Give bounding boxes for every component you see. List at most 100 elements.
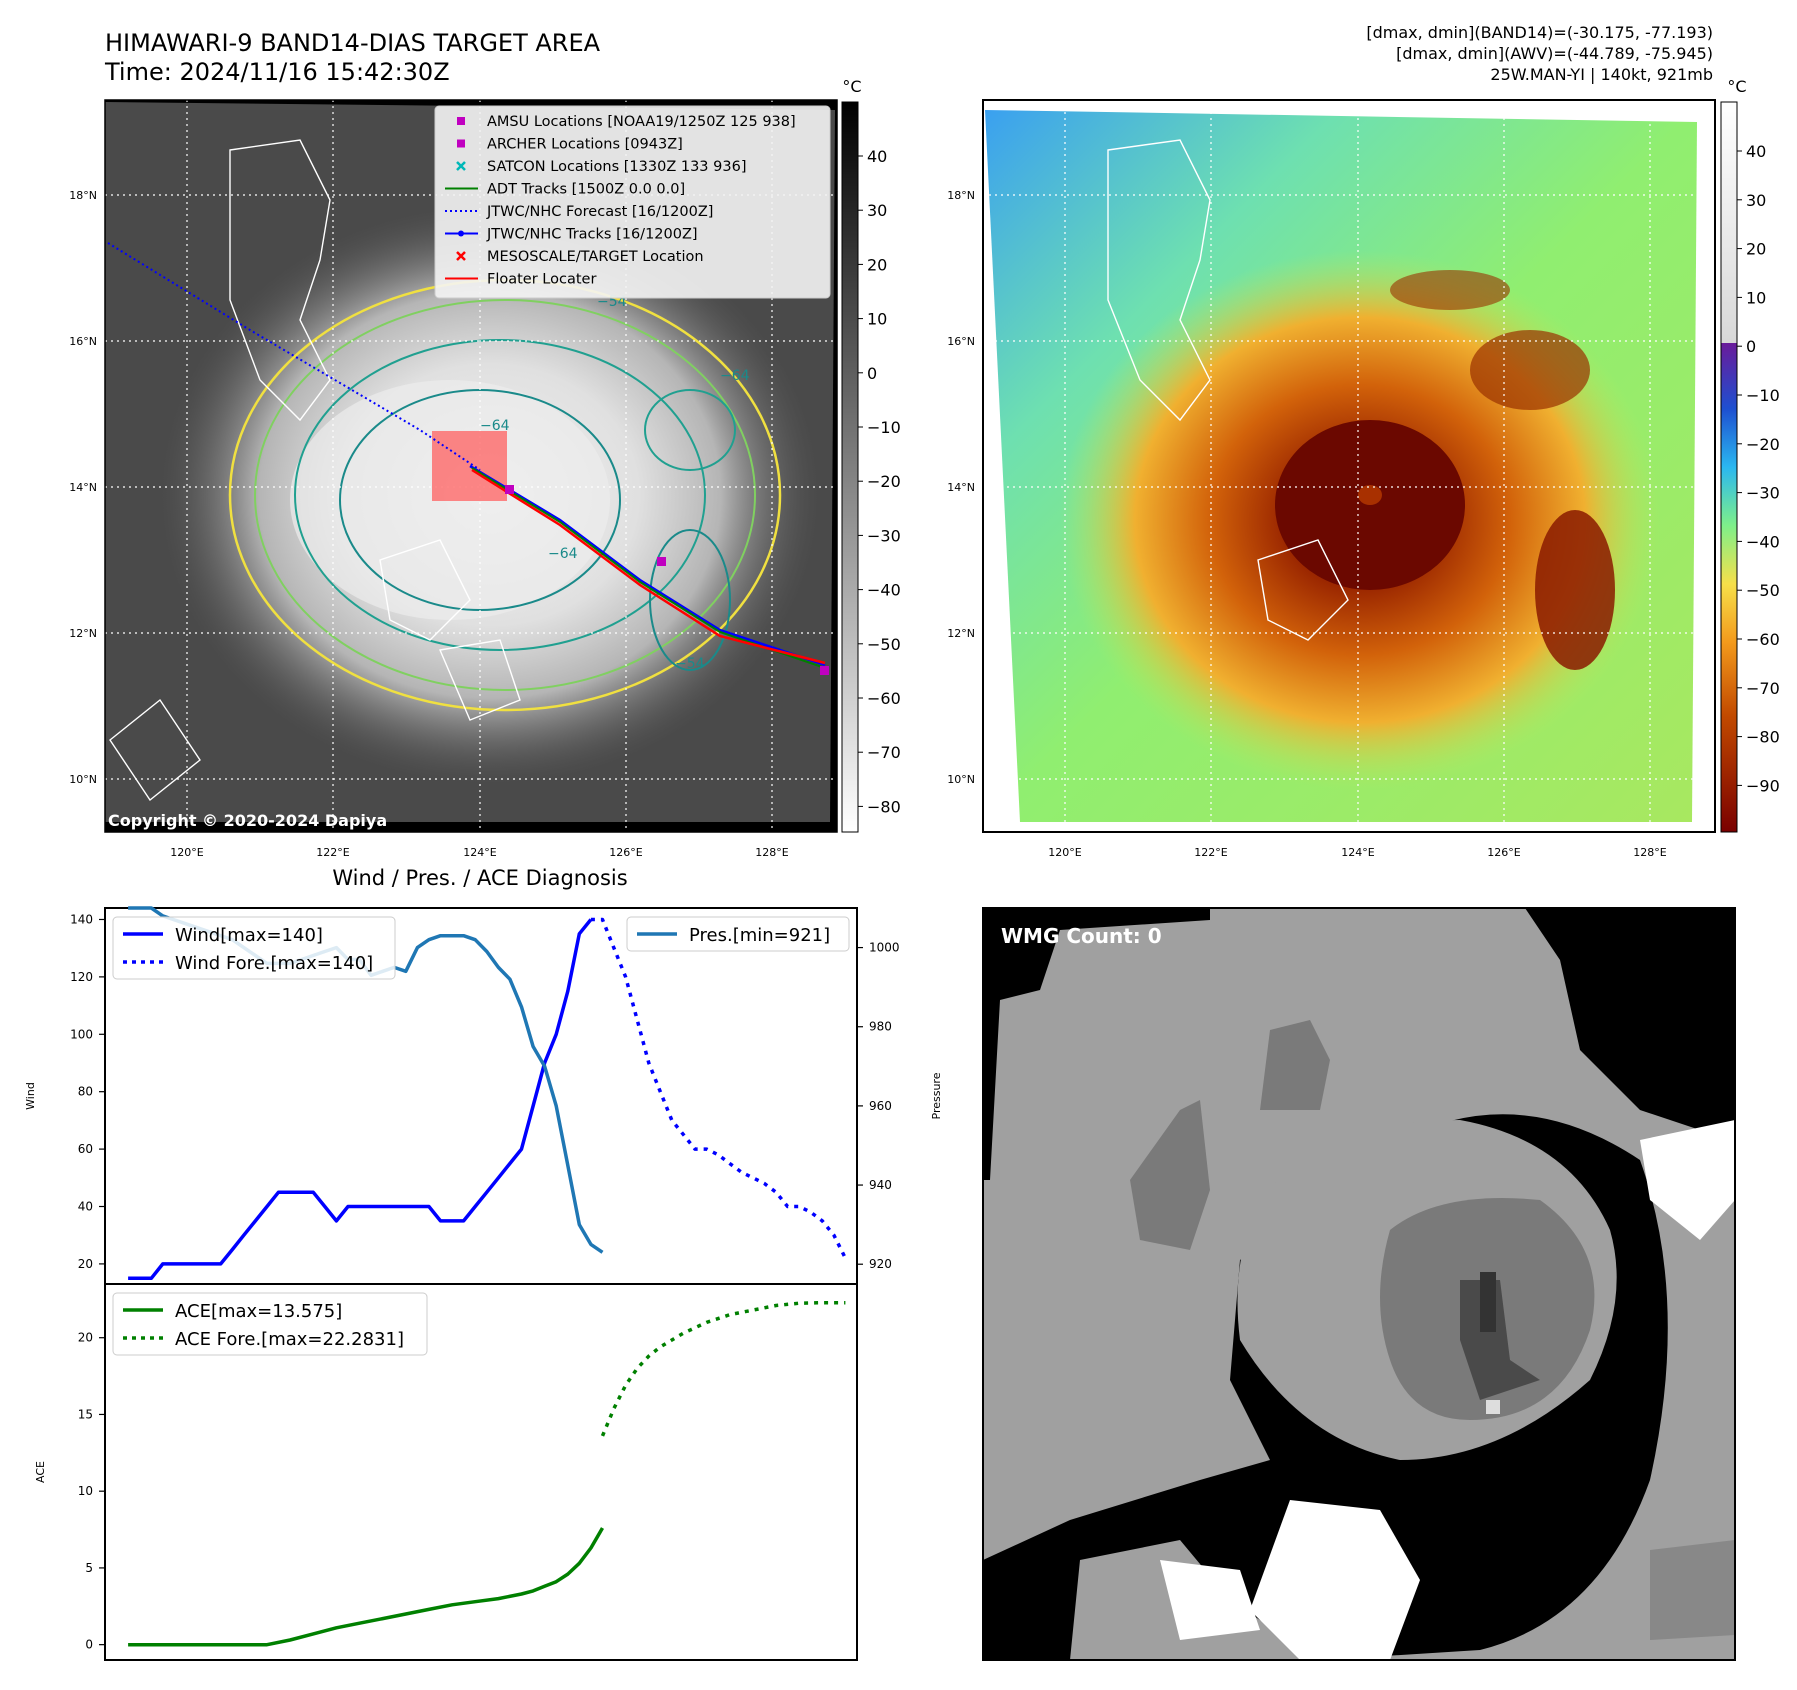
ir-colorbar-ramp [841, 101, 859, 833]
legend-marker [458, 230, 464, 237]
figure-title: HIMAWARI-9 BAND14-DIAS TARGET AREA [105, 29, 601, 57]
colorbar-tick-label: −40 [867, 581, 901, 600]
ace-legend-label: ACE[max=13.575] [175, 1301, 342, 1322]
y-tick-label: 10 [78, 1484, 93, 1498]
colorbar-tick-label: −90 [1746, 776, 1780, 795]
lon-tick-label: 126°E [1487, 846, 1520, 859]
series-line [590, 917, 847, 1259]
contour-label: −54 [675, 656, 705, 672]
awv-eye [1358, 485, 1382, 505]
wind-axis-label: Wind [24, 1082, 37, 1110]
ir-lon-ticks: 120°E 122°E 124°E 126°E 128°E [170, 846, 788, 859]
diagnosis-title: Wind / Pres. / ACE Diagnosis [332, 866, 627, 890]
colorbar-tick-label: −30 [867, 526, 901, 545]
mesoscale-target-box [432, 431, 507, 501]
lat-tick-label: 14°N [69, 481, 97, 494]
colorbar-tick-label: −20 [1746, 435, 1780, 454]
lon-tick-label: 124°E [463, 846, 496, 859]
colorbar-tick-label: −60 [867, 689, 901, 708]
lat-tick-label: 10°N [69, 773, 97, 786]
lon-tick-label: 126°E [609, 846, 642, 859]
colorbar-tick-label: −70 [1746, 679, 1780, 698]
wmg-white-region [1250, 1500, 1420, 1660]
wmg-black-region [983, 908, 1210, 1180]
colorbar-tick-label: 20 [867, 255, 887, 274]
y2-tick-label: 960 [869, 1099, 892, 1113]
awv-lon-ticks: 120°E 122°E 124°E 126°E 128°E [1048, 846, 1666, 859]
legend-label: JTWC/NHC Forecast [16/1200Z] [486, 204, 713, 220]
legend-marker [456, 251, 466, 261]
lon-tick-label: 120°E [1048, 846, 1081, 859]
legend-marker [456, 161, 466, 171]
colorbar-tick-label: 10 [1746, 288, 1766, 307]
colorbar-tick-label: 20 [1746, 240, 1766, 259]
pressure-legend-label: Pres.[min=921] [689, 925, 830, 946]
y-tick-label: 60 [78, 1142, 93, 1156]
legend-label: ARCHER Locations [0943Z] [487, 137, 683, 153]
colorbar-tick-label: −30 [1746, 484, 1780, 503]
lat-tick-label: 16°N [69, 335, 97, 348]
pressure-legend: Pres.[min=921] [626, 916, 850, 952]
contour-label: −64 [548, 546, 578, 562]
colorbar-tick-label: −80 [867, 797, 901, 816]
lat-tick-label: 18°N [947, 189, 975, 202]
lat-tick-label: 12°N [69, 627, 97, 640]
lon-tick-label: 128°E [755, 846, 788, 859]
legend-marker [457, 139, 465, 148]
y-tick-label: 120 [70, 970, 93, 984]
contour-teal [294, 339, 706, 651]
ace-legend: ACE[max=13.575] ACE Fore.[max=22.2831] [112, 1292, 428, 1356]
colorbar-tick-label: 30 [867, 201, 887, 220]
lat-tick-label: 18°N [69, 189, 97, 202]
lon-tick-label: 122°E [316, 846, 349, 859]
colorbar-tick-label: −10 [867, 418, 901, 437]
ace-axis-label: ACE [34, 1461, 47, 1483]
y-tick-label: 100 [70, 1027, 93, 1041]
series-line [600, 1300, 846, 1437]
coastline-islands [379, 539, 471, 641]
lat-tick-label: 12°N [947, 627, 975, 640]
colorbar-tick-label: 30 [1746, 191, 1766, 210]
colorbar-tick-label: 0 [1746, 337, 1756, 356]
lon-tick-label: 120°E [170, 846, 203, 859]
info-storm: 25W.MAN-YI | 140kt, 921mb [1490, 65, 1713, 84]
lat-tick-label: 10°N [947, 773, 975, 786]
lon-tick-label: 122°E [1194, 846, 1227, 859]
y-tick-label: 40 [78, 1200, 93, 1214]
legend-marker [457, 117, 465, 125]
pressure-axis-label: Pressure [930, 1072, 943, 1119]
wind-legend-label: Wind[max=140] [175, 925, 323, 946]
contour-label: −64 [480, 418, 510, 434]
colorbar-tick-label: −50 [867, 635, 901, 654]
wind-pres-chart: 20 40 60 80 100 120 140 920 940 960 980 1000 Wind P… [24, 906, 943, 1285]
series-line [128, 1527, 605, 1647]
y-tick-label: 20 [78, 1331, 93, 1345]
colorbar-tick-label: −10 [1746, 386, 1780, 405]
y2-tick-label: 980 [869, 1020, 892, 1034]
colorbar-tick-label: 40 [1746, 142, 1766, 161]
y-tick-label: 20 [78, 1257, 93, 1271]
awv-lat-ticks: 18°N 16°N 14°N 12°N 10°N [947, 189, 975, 786]
wind-legend: Wind[max=140] Wind Fore.[max=140] [112, 916, 396, 980]
colorbar-tick-label: −60 [1746, 630, 1780, 649]
info-awv: [dmax, dmin](AWV)=(-44.789, -75.945) [1396, 44, 1713, 63]
jtwc-track [469, 464, 826, 667]
floater-locater [471, 468, 826, 665]
contour-green [254, 299, 756, 691]
colorbar-tick-label: 40 [867, 147, 887, 166]
y2-tick-label: 1000 [869, 941, 900, 955]
colorbar-tick-label: −80 [1746, 728, 1780, 747]
legend-label: MESOSCALE/TARGET Location [487, 249, 704, 265]
series-line [128, 918, 593, 1281]
ir-legend: AMSU Locations [NOAA19/1250Z 125 938] ARC… [434, 105, 831, 299]
copyright: Copyright © 2020-2024 Dapiya [108, 811, 387, 830]
colorbar-tick-label: 10 [867, 310, 887, 329]
ir-panel: −54 −64 −64 −64 −54 Copyright © 2020-202… [104, 99, 838, 833]
ir-lat-ticks: 18°N 16°N 14°N 12°N 10°N [69, 189, 97, 786]
ir-colorbar: °C 40 30 20 10 0 −10 −20 −30 −40 −50 −60 −70 −80 [841, 77, 901, 833]
legend-label: Floater Locater [487, 272, 596, 288]
archer-marker [657, 557, 666, 566]
awv-panel [982, 99, 1716, 833]
y-tick-label: 0 [85, 1638, 93, 1652]
y-tick-label: 15 [78, 1407, 93, 1421]
